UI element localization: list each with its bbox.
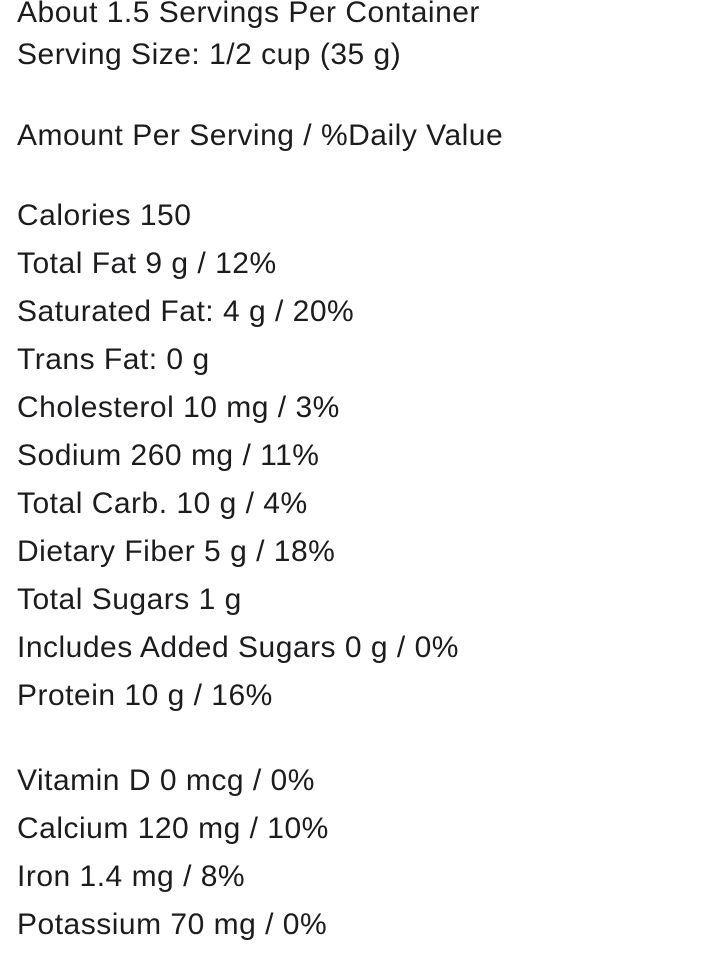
amount-per-serving-header: Amount Per Serving / %Daily Value: [17, 119, 504, 152]
nutrient-line-cholesterol: Cholesterol 10 mg / 3%: [17, 391, 340, 424]
nutrient-line-dietary-fiber: Dietary Fiber 5 g / 18%: [17, 535, 336, 568]
nutrient-line-total-carb: Total Carb. 10 g / 4%: [17, 487, 308, 520]
micronutrient-line-calcium: Calcium 120 mg / 10%: [17, 812, 329, 845]
micronutrient-line-potassium: Potassium 70 mg / 0%: [17, 908, 328, 941]
micronutrient-line-iron: Iron 1.4 mg / 8%: [17, 860, 246, 893]
servings-per-container-line: About 1.5 Servings Per Container: [17, 0, 480, 29]
nutrient-line-sodium: Sodium 260 mg / 11%: [17, 439, 320, 472]
serving-size-line: Serving Size: 1/2 cup (35 g): [17, 38, 402, 71]
nutrient-line-total-sugars: Total Sugars 1 g: [17, 583, 242, 616]
nutrient-line-saturated-fat: Saturated Fat: 4 g / 20%: [17, 295, 355, 328]
serving-info-section: About 1.5 Servings Per Container Serving…: [17, 0, 702, 76]
micronutrient-list: Vitamin D 0 mcg / 0% Calcium 120 mg / 10…: [17, 757, 702, 949]
nutrient-line-added-sugars: Includes Added Sugars 0 g / 0%: [17, 631, 459, 664]
micronutrient-line-vitamin-d: Vitamin D 0 mcg / 0%: [17, 764, 315, 797]
nutrient-line-calories: Calories 150: [17, 199, 192, 232]
nutrient-line-protein: Protein 10 g / 16%: [17, 679, 273, 712]
nutrient-list: Calories 150 Total Fat 9 g / 12% Saturat…: [17, 192, 702, 720]
nutrient-line-trans-fat: Trans Fat: 0 g: [17, 343, 210, 376]
nutrient-line-total-fat: Total Fat 9 g / 12%: [17, 247, 277, 280]
